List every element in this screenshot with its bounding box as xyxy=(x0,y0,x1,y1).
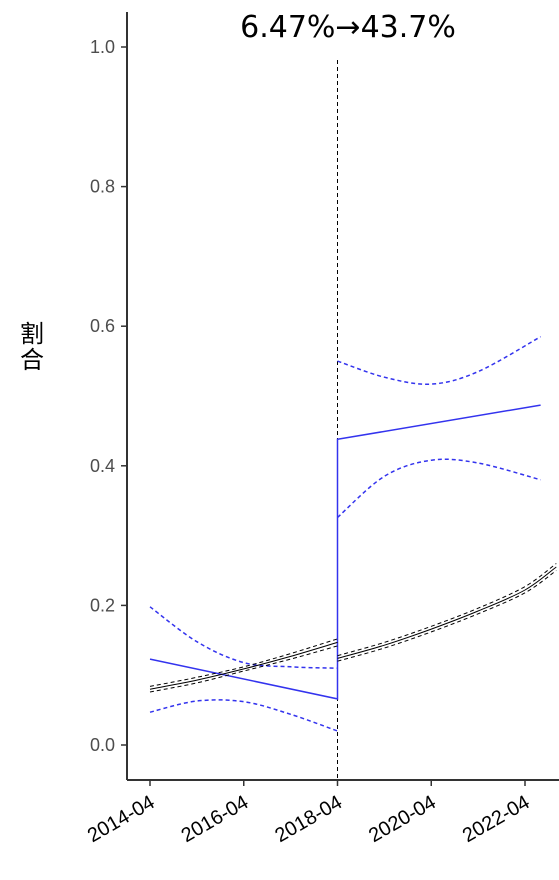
x-tick-label: 2020-04 xyxy=(365,791,440,847)
series-line-blue-dashed-3 xyxy=(337,336,541,385)
series-line-blue-dashed-2 xyxy=(149,699,338,732)
series-line-blue-dashed-1 xyxy=(149,606,338,669)
x-tick-label: 2018-04 xyxy=(271,791,346,847)
y-axis-label: 割合 xyxy=(20,320,44,374)
chart-title: 6.47%→43.7% xyxy=(240,10,456,45)
x-tick-label: 2022-04 xyxy=(459,791,534,847)
x-tick-label: 2014-04 xyxy=(84,791,159,847)
y-axis-label-char: 割 xyxy=(20,320,44,348)
series-line-black-dashed-9 xyxy=(337,570,557,662)
series-line-blue-solid-0 xyxy=(149,404,541,700)
y-tick-label: 0.6 xyxy=(90,316,115,336)
x-axis: 2014-04 2016-04 2018-04 2020-04 2022-04 xyxy=(84,779,559,847)
series-line-black-solid-5 xyxy=(149,641,338,690)
series-layer xyxy=(149,336,557,732)
x-tick-label: 2016-04 xyxy=(178,791,253,847)
y-tick-label: 0.0 xyxy=(90,735,115,755)
y-tick-label: 0.4 xyxy=(90,456,115,476)
series-line-black-solid-8 xyxy=(337,566,557,659)
y-tick-label: 0.2 xyxy=(90,595,115,615)
y-tick-label: 1.0 xyxy=(90,37,115,57)
y-axis-label-char: 合 xyxy=(20,346,44,374)
series-line-blue-dashed-4 xyxy=(337,458,541,519)
y-axis: 0.0 0.2 0.4 0.6 0.8 1.0 xyxy=(90,12,128,780)
y-tick-label: 0.8 xyxy=(90,177,115,197)
series-line-black-dashed-10 xyxy=(337,563,557,657)
